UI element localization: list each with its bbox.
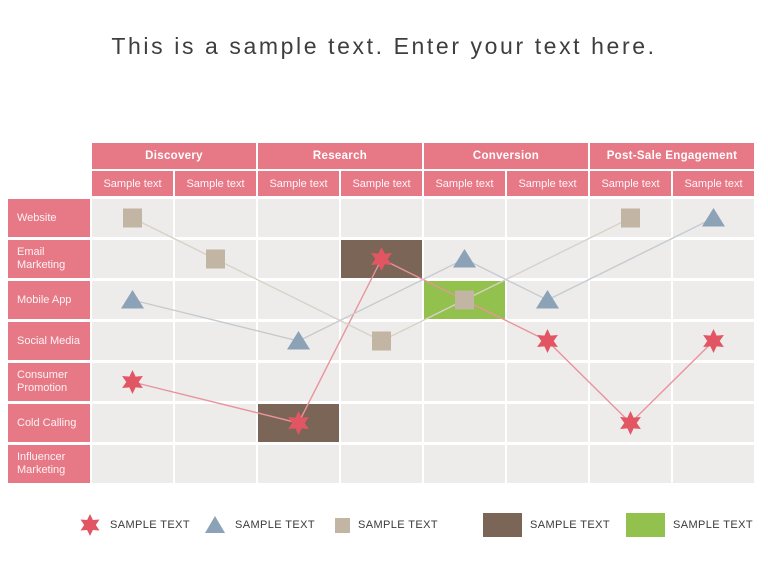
slide-title[interactable]: This is a sample text. Enter your text h…	[111, 33, 657, 59]
row-label[interactable]: Email Marketing	[8, 240, 90, 278]
square-marker[interactable]	[372, 331, 391, 351]
grid-cell	[590, 363, 671, 401]
star-marker[interactable]	[537, 329, 558, 353]
grid-cell	[673, 240, 754, 278]
grid-cell	[673, 445, 754, 483]
grid-cell	[673, 363, 754, 401]
star-legend-icon	[80, 514, 100, 536]
grid-cell	[341, 445, 422, 483]
grid-cell	[341, 199, 422, 237]
stage-header-cell[interactable]: Conversion	[424, 143, 588, 169]
grid-cell	[175, 404, 256, 442]
legend-item[interactable]: SAMPLE TEXT	[626, 511, 753, 539]
row-label[interactable]: Influencer Marketing	[8, 445, 90, 483]
square-marker[interactable]	[206, 249, 225, 269]
grid-cell	[92, 445, 173, 483]
grid-cell	[341, 363, 422, 401]
triangle-marker[interactable]	[536, 290, 559, 309]
column-header-cell[interactable]: Sample text	[424, 171, 505, 196]
grid-cell	[424, 445, 505, 483]
column-header-cell[interactable]: Sample text	[258, 171, 339, 196]
grid-cell	[424, 199, 505, 237]
column-header-cell[interactable]: Sample text	[507, 171, 588, 196]
grid-cell	[673, 404, 754, 442]
stage-header-cell[interactable]: Research	[258, 143, 422, 169]
grid-cell	[590, 445, 671, 483]
legend-item[interactable]: SAMPLE TEXT	[483, 511, 610, 539]
legend: SAMPLE TEXT SAMPLE TEXT SAMPLE TEXT SAMPLE …	[0, 508, 768, 544]
legend-item[interactable]: SAMPLE TEXT	[335, 511, 438, 539]
triangle-marker[interactable]	[287, 331, 310, 350]
triangle-marker[interactable]	[702, 208, 725, 227]
star-marker[interactable]	[703, 329, 724, 353]
column-header-cell[interactable]: Sample text	[590, 171, 671, 196]
star-series-line	[132, 258, 714, 424]
grid-cell	[673, 281, 754, 319]
grid-cell	[590, 281, 671, 319]
column-header-cell[interactable]: Sample text	[175, 171, 256, 196]
row-label[interactable]: Consumer Promotion	[8, 363, 90, 401]
grid-cell	[175, 322, 256, 360]
grid-cell	[424, 322, 505, 360]
column-header-cell[interactable]: Sample text	[341, 171, 422, 196]
triangle-series-line	[132, 217, 714, 342]
cell-legend-icon	[483, 513, 522, 537]
star-marker[interactable]	[122, 370, 143, 394]
grid-cell	[175, 363, 256, 401]
grid-cell	[175, 445, 256, 483]
grid-cell	[175, 199, 256, 237]
grid-cell	[590, 322, 671, 360]
grid-cell	[424, 363, 505, 401]
triangle-legend-icon	[205, 516, 225, 533]
legend-item[interactable]: SAMPLE TEXT	[203, 511, 315, 539]
square-series-line	[132, 217, 631, 342]
square-legend-icon	[335, 517, 350, 533]
column-header-cell[interactable]: Sample text	[673, 171, 754, 196]
row-label[interactable]: Website	[8, 199, 90, 237]
grid-cell	[424, 404, 505, 442]
stage-header-cell[interactable]: Post-Sale Engagement	[590, 143, 754, 169]
grid-cell	[341, 404, 422, 442]
triangle-marker[interactable]	[121, 290, 144, 309]
legend-label: SAMPLE TEXT	[530, 519, 610, 531]
star-marker[interactable]	[371, 247, 392, 271]
star-marker[interactable]	[288, 411, 309, 435]
grid-cell	[258, 199, 339, 237]
legend-item[interactable]: SAMPLE TEXT	[78, 511, 190, 539]
legend-label: SAMPLE TEXT	[235, 519, 315, 531]
grid-cell	[507, 199, 588, 237]
square-marker[interactable]	[455, 290, 474, 310]
grid-cell	[92, 322, 173, 360]
grid-cell	[92, 404, 173, 442]
stage-header-cell[interactable]: Discovery	[92, 143, 256, 169]
legend-label: SAMPLE TEXT	[110, 519, 190, 531]
grid-cell	[507, 445, 588, 483]
chart-plot-area	[121, 208, 725, 442]
grid-cell	[258, 445, 339, 483]
column-header-cell[interactable]: Sample text	[92, 171, 173, 196]
row-label[interactable]: Cold Calling	[8, 404, 90, 442]
legend-label: SAMPLE TEXT	[673, 519, 753, 531]
grid-cell	[507, 363, 588, 401]
grid-cell	[258, 240, 339, 278]
grid-cell	[507, 404, 588, 442]
grid-cell	[175, 281, 256, 319]
star-marker[interactable]	[620, 411, 641, 435]
cell-legend-icon	[626, 513, 665, 537]
square-marker[interactable]	[123, 208, 142, 228]
grid-cell	[92, 240, 173, 278]
journey-table: Discovery Research Conversion Post-Sale Eng…	[8, 143, 756, 483]
square-marker[interactable]	[621, 208, 640, 228]
row-label[interactable]: Social Media	[8, 322, 90, 360]
legend-label: SAMPLE TEXT	[358, 519, 438, 531]
row-label[interactable]: Mobile App	[8, 281, 90, 319]
triangle-marker[interactable]	[453, 249, 476, 268]
